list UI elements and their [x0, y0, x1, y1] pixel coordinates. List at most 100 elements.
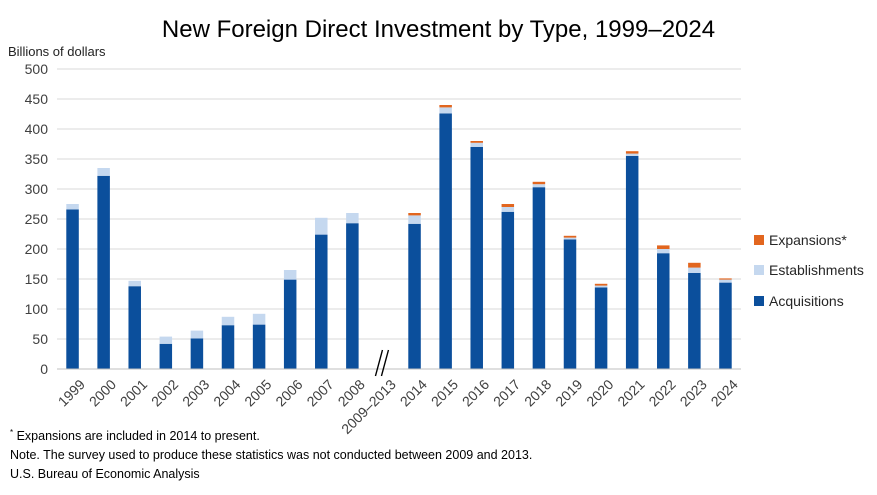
- y-tick-label: 150: [25, 271, 49, 287]
- bar-expansions-2014: [408, 213, 421, 216]
- x-tick-label: 2007: [303, 376, 336, 409]
- x-tick-label: 2019: [552, 376, 585, 409]
- bar-expansions-2023: [688, 262, 701, 268]
- legend-swatch-establishments: [754, 265, 764, 275]
- axis-break-line: [374, 349, 384, 377]
- bar-acquisitions-2006: [283, 279, 297, 369]
- bar-acquisitions-2017: [501, 211, 515, 369]
- footnote-expansions: * Expansions are included in 2014 to pre…: [10, 428, 260, 443]
- x-tick-label: 2020: [583, 376, 616, 409]
- x-tick-label: 2006: [272, 376, 305, 409]
- x-tick-label: 2022: [645, 376, 678, 409]
- bar-acquisitions-2005: [252, 324, 266, 369]
- x-tick-label: 1999: [55, 376, 88, 409]
- x-tick-label: 2003: [179, 376, 212, 409]
- footnote-note: Note. The survey used to produce these s…: [10, 448, 533, 462]
- bar-acquisitions-2019: [563, 239, 577, 369]
- x-tick-label: 2001: [117, 376, 150, 409]
- legend-item-acquisitions: Acquisitions: [754, 292, 844, 310]
- bar-acquisitions-2022: [657, 253, 670, 369]
- bar-establishments-2023: [688, 267, 701, 273]
- bar-establishments-2008: [346, 213, 359, 224]
- y-tick-label: 350: [25, 151, 49, 167]
- bar-establishments-2016: [470, 142, 483, 147]
- bar-expansions-2017: [501, 204, 515, 207]
- bar-establishments-2024: [719, 279, 732, 283]
- y-tick-label: 200: [25, 241, 49, 257]
- footnote-source: U.S. Bureau of Economic Analysis: [10, 467, 200, 481]
- y-tick-label: 450: [25, 91, 49, 107]
- bar-establishments-1999: [66, 204, 79, 210]
- y-tick-label: 500: [25, 61, 49, 77]
- bar-acquisitions-2002: [159, 343, 173, 369]
- x-tick-label: 2004: [210, 376, 243, 409]
- bar-acquisitions-2020: [594, 287, 608, 369]
- legend-label-expansions: Expansions*: [769, 232, 847, 248]
- bar-acquisitions-1999: [66, 209, 79, 369]
- bar-establishments-2000: [97, 168, 110, 176]
- y-tick-label: 250: [25, 211, 49, 227]
- x-tick-label: 2021: [614, 376, 647, 409]
- bar-establishments-2015: [439, 107, 452, 114]
- x-tick-label: 2018: [521, 376, 554, 409]
- bar-establishments-2001: [128, 280, 141, 287]
- bars: [66, 105, 732, 370]
- y-tick-label: 400: [25, 121, 49, 137]
- footnote-expansions-text: Expansions are included in 2014 to prese…: [13, 429, 260, 444]
- y-tick-label: 300: [25, 181, 49, 197]
- bar-establishments-2007: [315, 217, 328, 235]
- bar-acquisitions-2018: [532, 187, 546, 369]
- bar-expansions-2020: [594, 283, 608, 286]
- x-tick-label: 2002: [148, 376, 181, 409]
- bar-acquisitions-2014: [408, 223, 421, 369]
- bar-expansions-2022: [657, 245, 670, 249]
- bar-establishments-2004: [221, 316, 235, 326]
- bar-expansions-2019: [563, 235, 577, 238]
- bar-acquisitions-2021: [625, 156, 639, 369]
- bar-acquisitions-2024: [719, 282, 732, 369]
- bar-acquisitions-2015: [439, 113, 452, 370]
- bar-establishments-2021: [625, 153, 639, 156]
- footnote-marker: *: [10, 428, 14, 437]
- chart-title: New Foreign Direct Investment by Type, 1…: [161, 16, 716, 43]
- bar-acquisitions-2001: [128, 286, 141, 369]
- legend-item-establishments: Establishments: [754, 261, 864, 279]
- legend-item-expansions: Expansions*: [754, 231, 847, 249]
- legend-label-acquisitions: Acquisitions: [769, 293, 844, 309]
- bar-establishments-2018: [532, 184, 546, 188]
- y-tick-label: 0: [40, 361, 48, 377]
- bar-acquisitions-2023: [688, 273, 701, 369]
- bar-expansions-2016: [470, 141, 483, 143]
- bar-expansions-2015: [439, 105, 452, 108]
- bar-establishments-2006: [283, 270, 297, 280]
- axis-break-line: [380, 349, 390, 377]
- legend-swatch-acquisitions: [754, 296, 764, 306]
- bar-expansions-2018: [532, 181, 546, 185]
- bar-acquisitions-2000: [97, 175, 110, 369]
- legend-label-establishments: Establishments: [769, 262, 864, 278]
- y-tick-label: 50: [32, 331, 48, 347]
- bar-establishments-2014: [408, 215, 421, 224]
- x-tick-label: 2014: [397, 376, 430, 409]
- bar-establishments-2003: [190, 330, 204, 339]
- x-tick-label: 2023: [676, 376, 709, 409]
- bar-expansions-2021: [625, 151, 639, 154]
- x-tick-label: 2017: [490, 376, 523, 409]
- bar-acquisitions-2007: [315, 234, 328, 369]
- bar-establishments-2002: [159, 336, 173, 344]
- bar-establishments-2005: [252, 313, 266, 325]
- x-tick-label: 2024: [708, 376, 741, 409]
- legend-swatch-expansions: [754, 235, 764, 245]
- bar-expansions-2024: [719, 278, 732, 280]
- x-tick-label: 2015: [428, 376, 461, 409]
- bar-acquisitions-2008: [346, 223, 359, 369]
- bar-acquisitions-2004: [221, 325, 235, 369]
- y-axis-title: Billions of dollars: [8, 44, 106, 59]
- x-tick-label: 2016: [459, 376, 492, 409]
- bar-acquisitions-2016: [470, 147, 483, 369]
- bar-establishments-2022: [657, 249, 670, 254]
- x-tick-label: 2000: [86, 376, 119, 409]
- bar-establishments-2020: [594, 285, 608, 288]
- y-tick-label: 100: [25, 301, 49, 317]
